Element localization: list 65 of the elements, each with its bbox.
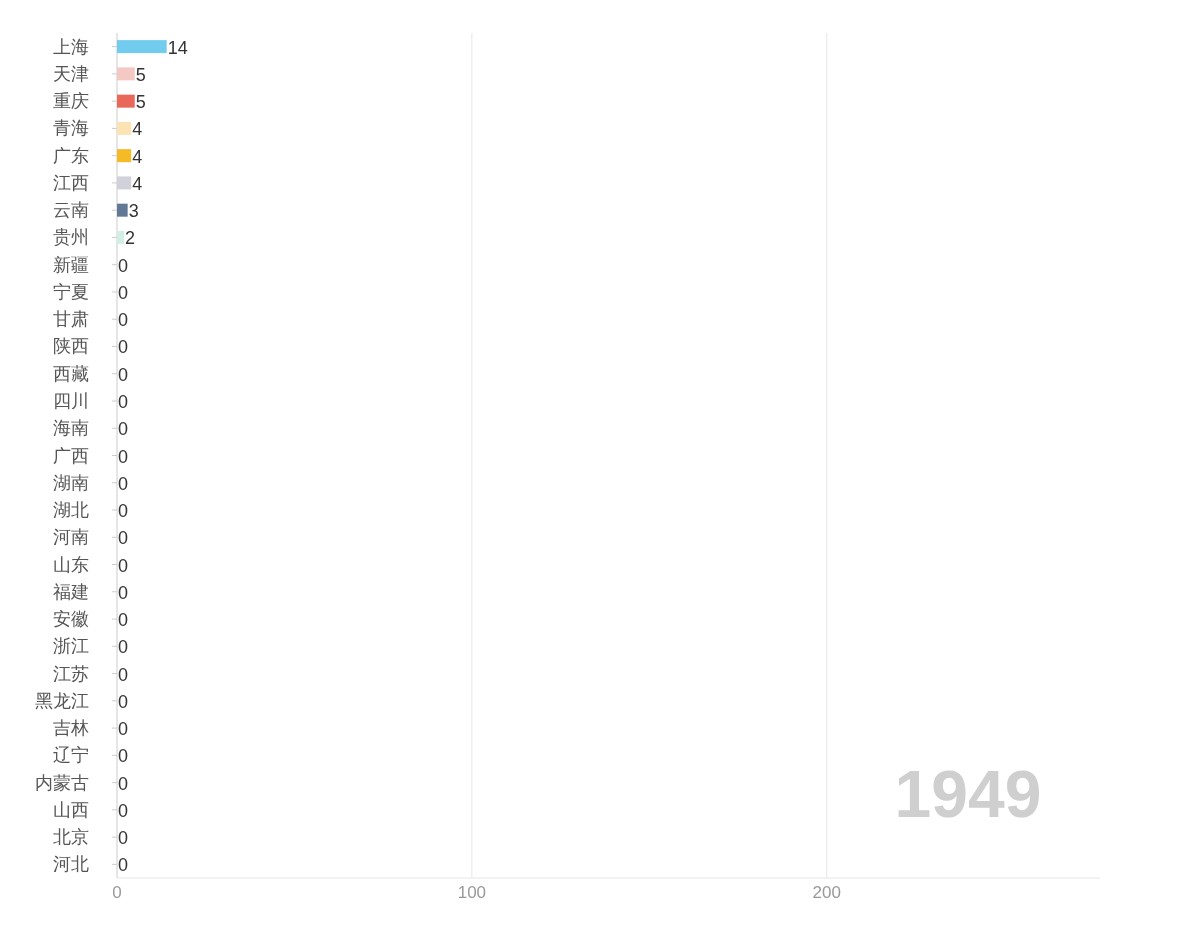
y-tick-label: 宁夏 (53, 281, 89, 302)
data-label: 0 (118, 337, 129, 358)
y-tick-label: 江西 (53, 172, 89, 193)
y-tick-label: 江苏 (53, 663, 89, 684)
y-tick-label: 吉林 (53, 718, 89, 739)
y-tick-label: 天津 (53, 63, 89, 84)
data-label: 0 (118, 501, 129, 522)
data-label: 0 (118, 419, 129, 440)
data-label: 5 (135, 92, 146, 113)
y-tick-label: 广东 (53, 145, 89, 166)
data-label: 4 (132, 146, 143, 167)
data-label: 4 (132, 173, 143, 194)
data-label: 0 (118, 364, 129, 385)
data-label: 0 (118, 446, 129, 467)
y-tick-label: 云南 (53, 200, 89, 221)
data-label: 2 (125, 228, 136, 249)
data-label: 4 (132, 119, 143, 140)
y-tick-label: 新疆 (53, 254, 89, 275)
data-label: 0 (118, 719, 129, 740)
y-tick-label: 北京 (53, 827, 89, 848)
y-tick-label: 安徽 (53, 609, 89, 630)
y-tick-label: 湖南 (53, 472, 89, 493)
y-tick-label: 青海 (53, 118, 89, 139)
y-tick-label: 山西 (53, 799, 89, 820)
data-label: 0 (118, 691, 129, 712)
data-label: 0 (118, 800, 129, 821)
y-tick-label: 甘肃 (53, 309, 89, 330)
data-label: 0 (118, 473, 129, 494)
y-tick-label: 内蒙古 (35, 772, 89, 793)
data-label: 14 (167, 37, 188, 58)
x-tick-label: 0 (112, 883, 122, 902)
data-label: 0 (118, 828, 129, 849)
data-label: 0 (118, 664, 129, 685)
y-tick-label: 湖北 (53, 500, 89, 521)
data-label: 5 (135, 64, 146, 85)
y-tick-label: 辽宁 (53, 745, 89, 766)
y-tick-label: 山东 (53, 554, 89, 575)
x-tick-label: 200 (812, 883, 841, 902)
data-label: 0 (118, 855, 129, 876)
data-label: 0 (118, 282, 129, 303)
x-tick-label: 100 (457, 883, 487, 902)
y-tick-label: 重庆 (53, 91, 89, 112)
y-tick-label: 福建 (53, 581, 89, 602)
y-tick-label: 陕西 (53, 336, 89, 357)
y-tick-label: 广西 (53, 445, 89, 466)
data-label: 0 (118, 528, 129, 549)
data-label: 0 (118, 310, 129, 331)
y-tick-label: 黑龙江 (35, 690, 89, 711)
y-tick-label: 四川 (53, 390, 89, 411)
data-label: 0 (118, 555, 129, 576)
data-label: 0 (118, 255, 129, 276)
data-label: 0 (118, 746, 129, 767)
data-label: 0 (118, 773, 129, 794)
data-label: 0 (118, 610, 129, 631)
data-label: 0 (118, 391, 129, 412)
y-tick-label: 河北 (53, 854, 89, 875)
y-tick-label: 西藏 (53, 363, 89, 384)
data-label: 3 (128, 201, 139, 222)
data-label: 0 (118, 582, 129, 603)
y-tick-label: 浙江 (53, 636, 89, 657)
y-tick-label: 贵州 (53, 227, 89, 248)
data-label: 0 (118, 637, 129, 658)
y-tick-label: 河南 (53, 527, 89, 548)
y-tick-label: 上海 (53, 36, 89, 57)
y-tick-label: 海南 (53, 418, 89, 439)
